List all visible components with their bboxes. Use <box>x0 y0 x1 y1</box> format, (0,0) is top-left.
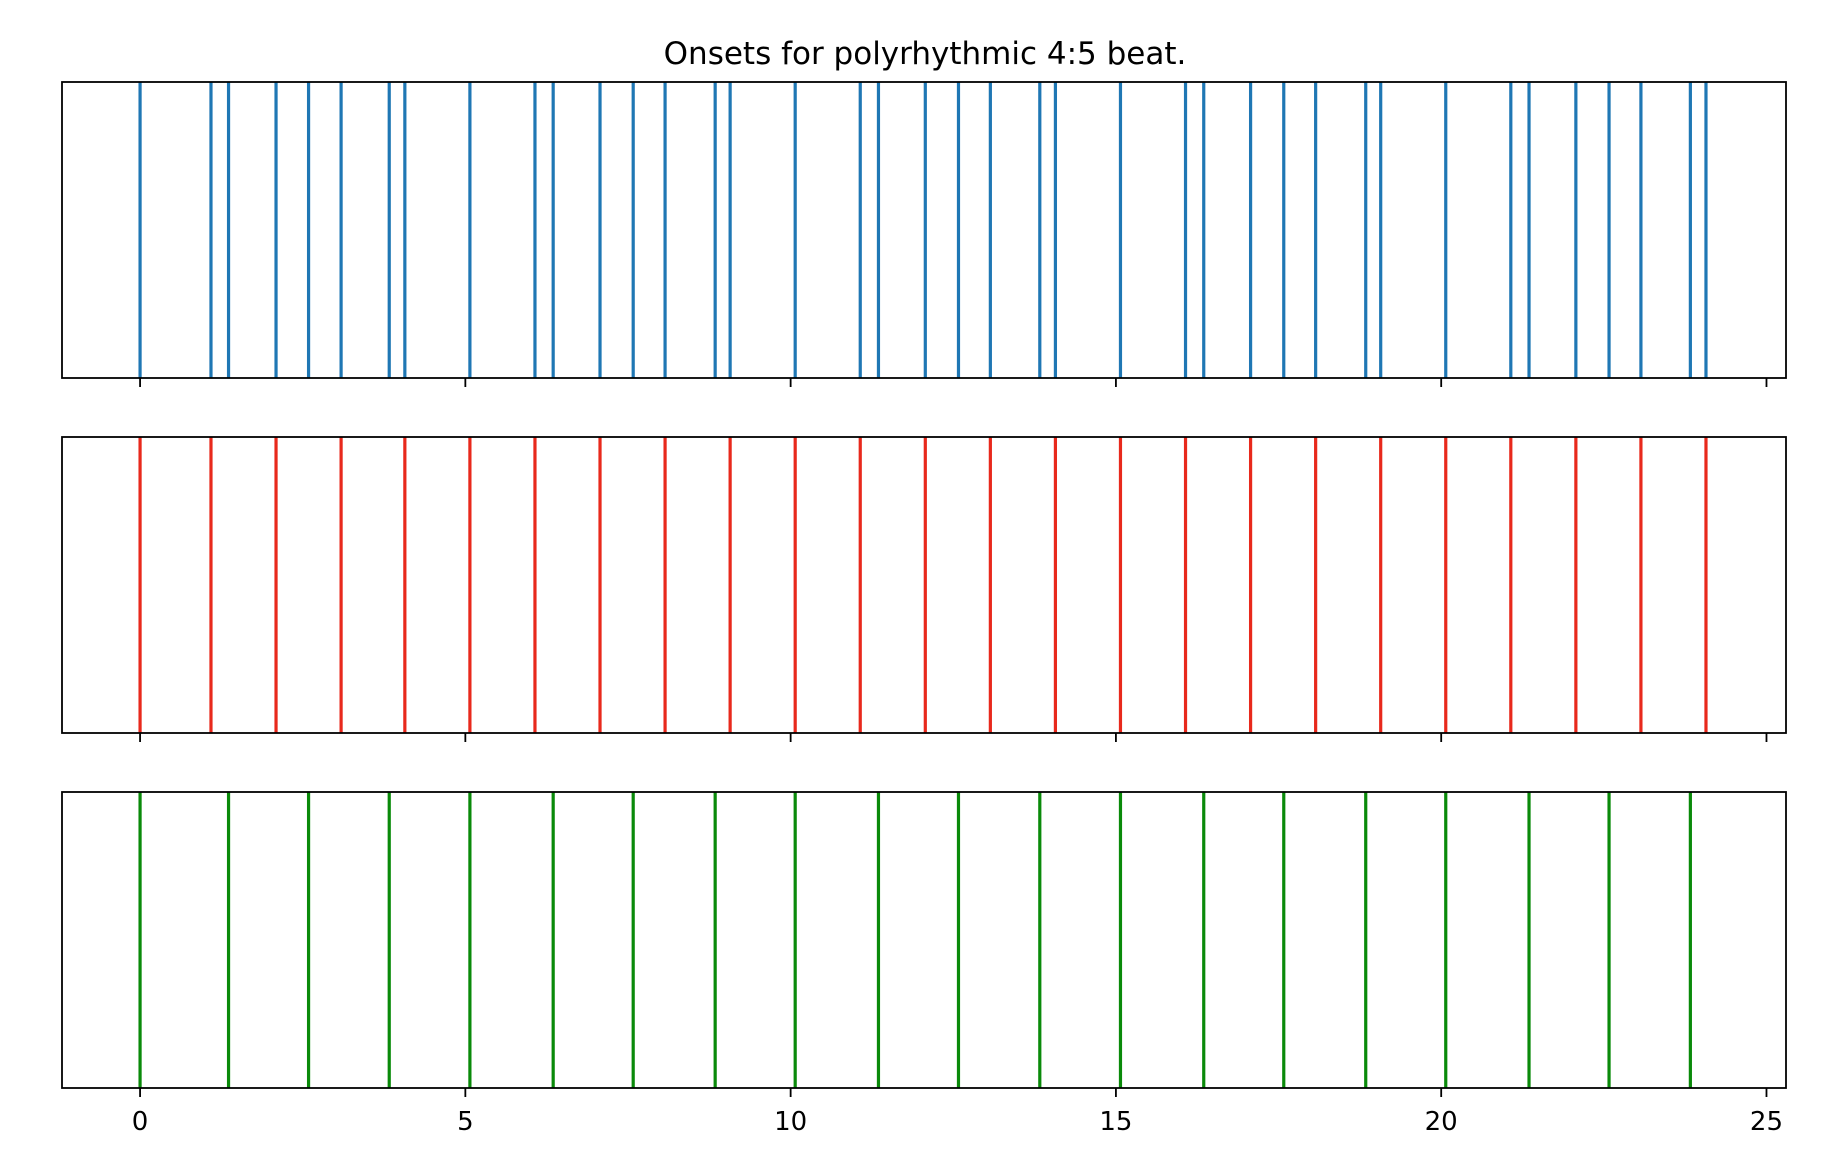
x-tick-label: 5 <box>457 1107 474 1137</box>
panels-layer: 0 5 10 15 20 25 <box>61 81 1787 1137</box>
chart-title: Onsets for polyrhythmic 4:5 beat. <box>664 36 1187 72</box>
panel-1 <box>61 81 1787 387</box>
panel-frame <box>61 436 1787 734</box>
panel-frame <box>61 81 1787 379</box>
panel-frame <box>61 791 1787 1089</box>
x-tick-label: 20 <box>1425 1107 1458 1137</box>
panel-2 <box>61 436 1787 742</box>
x-tick-label: 15 <box>1099 1107 1132 1137</box>
x-tick-label: 25 <box>1750 1107 1783 1137</box>
panel-3: 0 5 10 15 20 25 <box>61 791 1787 1137</box>
x-tick-label: 0 <box>132 1107 149 1137</box>
x-tick-label: 10 <box>774 1107 807 1137</box>
